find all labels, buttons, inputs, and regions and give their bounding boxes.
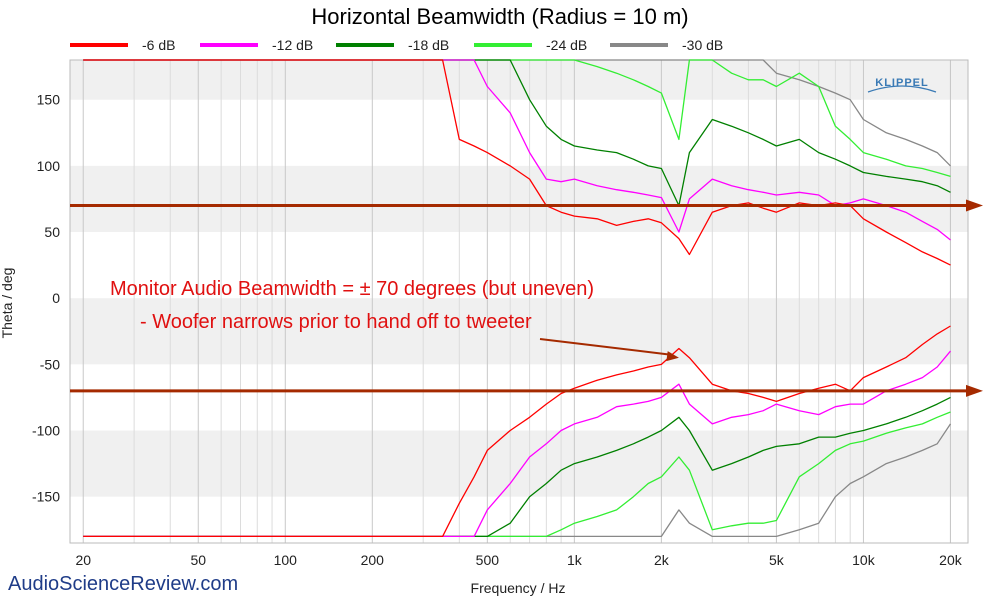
klippel-logo: KLIPPEL (867, 77, 937, 93)
annotation-arrowhead (666, 351, 679, 362)
annotation-subtitle: - Woofer narrows prior to hand off to tw… (140, 311, 532, 333)
annotations: Monitor Audio Beamwidth = ± 70 degrees (… (110, 278, 679, 362)
y-tick-label: 0 (52, 290, 60, 306)
y-tick-label: -150 (32, 489, 60, 505)
y-axis-label: Theta / deg (0, 268, 15, 339)
klippel-logo-text: KLIPPEL (875, 77, 928, 89)
series-line-upper (83, 59, 951, 266)
reference-lines (70, 199, 983, 397)
y-tick-label: 100 (37, 158, 61, 174)
series-line-lower (83, 411, 951, 538)
x-tick-label: 100 (274, 552, 298, 568)
grid (69, 59, 969, 544)
x-tick-label: 50 (190, 552, 206, 568)
series-line-lower (83, 396, 951, 538)
legend-label: -30 dB (682, 37, 723, 53)
series-line-upper (83, 59, 951, 207)
klippel-logo-arc (867, 85, 937, 93)
legend-label: -6 dB (142, 37, 175, 53)
series-line-upper (83, 59, 951, 241)
watermark: AudioScienceReview.com (8, 573, 238, 595)
series-group (83, 59, 952, 538)
plot-band (70, 364, 968, 431)
annotation-title: Monitor Audio Beamwidth = ± 70 degrees (… (110, 278, 594, 300)
legend-label: -12 dB (272, 37, 313, 53)
chart-title: Horizontal Beamwidth (Radius = 10 m) (311, 4, 688, 29)
x-tick-label: 2k (654, 552, 670, 568)
reference-arrowhead (966, 384, 983, 397)
y-tick-label: -100 (32, 423, 60, 439)
x-axis-label: Frequency / Hz (471, 580, 566, 596)
series-line-lower (83, 350, 951, 538)
x-tick-label: 5k (769, 552, 785, 568)
x-tick-label: 20k (939, 552, 963, 568)
x-tick-label: 200 (361, 552, 385, 568)
y-tick-label: 150 (37, 92, 61, 108)
reference-arrowhead (966, 199, 983, 212)
x-tick-label: 20 (75, 552, 91, 568)
x-tick-label: 10k (852, 552, 876, 568)
x-tick-label: 1k (567, 552, 583, 568)
y-tick-label: 50 (44, 224, 60, 240)
series-line-upper (83, 59, 951, 178)
legend-label: -18 dB (408, 37, 449, 53)
x-tick-label: 500 (476, 552, 500, 568)
series-line-lower (83, 325, 951, 538)
axis-ticks: 20 50 100 200 500 1k 2k 5k 10k 20k150100500-50-10… (32, 92, 963, 568)
legend-label: -24 dB (546, 37, 587, 53)
y-tick-label: -50 (40, 356, 60, 372)
plot-band (70, 99, 968, 166)
legend: -6 dB -12 dB -18 dB -24 dB -30 dB (70, 37, 723, 53)
annotation-arrow (539, 338, 672, 356)
